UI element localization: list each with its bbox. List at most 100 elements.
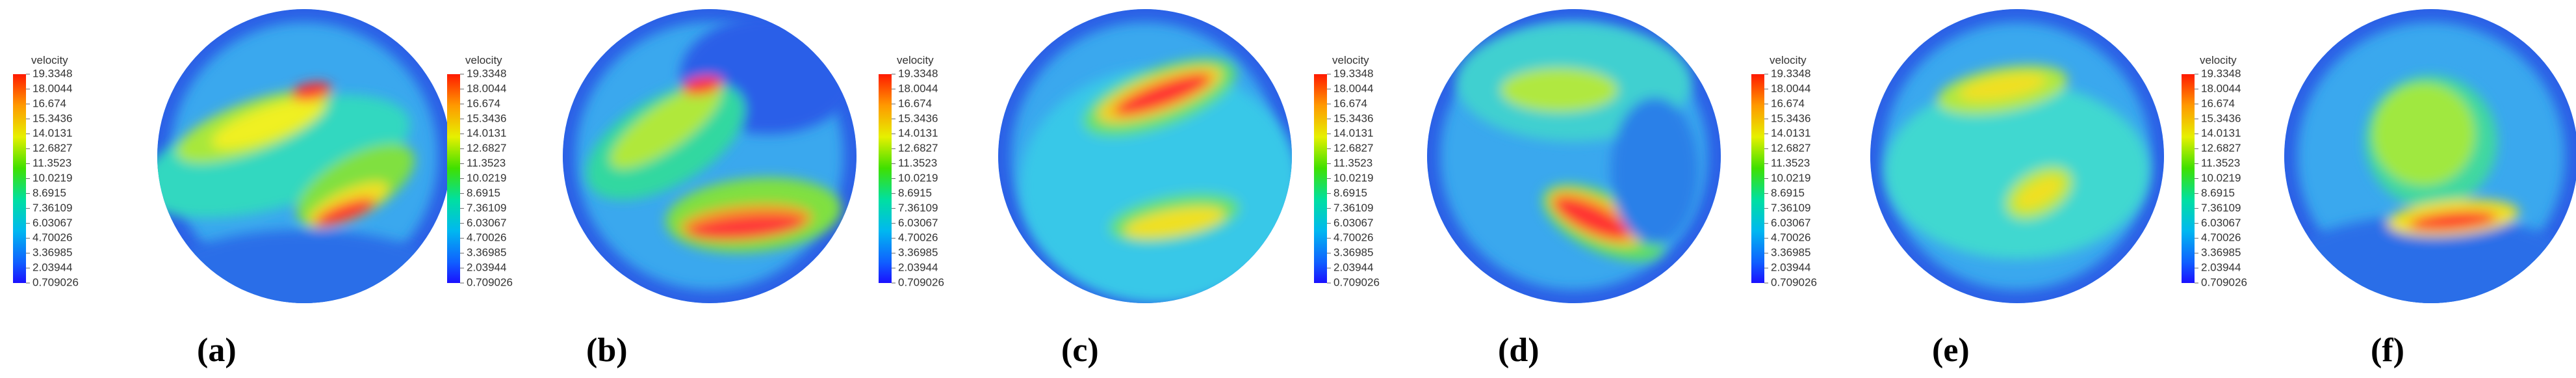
colorbar-label: 19.3348 — [1771, 67, 1810, 79]
colorbar-label: 10.0219 — [467, 172, 506, 184]
colorbar-label: 7.36109 — [467, 202, 506, 214]
colorbar-label: 16.674 — [1333, 97, 1367, 109]
colorbar-label: 11.3523 — [32, 157, 71, 169]
colorbar-label: 11.3523 — [1333, 157, 1372, 169]
colorbar-label: 12.6827 — [898, 142, 938, 154]
colorbar-label: 12.6827 — [2201, 142, 2241, 154]
colorbar-label: 15.3436 — [32, 112, 72, 124]
flow-blob — [212, 98, 323, 150]
colorbar-label: 2.03944 — [467, 262, 506, 274]
flow-blob — [1124, 206, 1226, 238]
colorbar-label: 4.70026 — [1333, 232, 1373, 244]
colorbar-label: 10.0219 — [2201, 172, 2241, 184]
colorbar-label: 3.36985 — [1771, 247, 1810, 259]
flow-blob — [682, 76, 723, 95]
colorbar-label: 18.0044 — [467, 82, 506, 94]
colorbar-label: 19.3348 — [1333, 67, 1373, 79]
flow-blob — [1959, 73, 2046, 101]
colorbar-label: 0.709026 — [1771, 276, 1817, 288]
colorbar-label: 10.0219 — [898, 172, 938, 184]
flow-blob — [157, 230, 451, 303]
colorbar-label: 14.0131 — [1333, 127, 1373, 139]
legend-title: velocity — [2200, 54, 2237, 66]
colorbar-label: 18.0044 — [2201, 82, 2241, 94]
legend-title: velocity — [1770, 54, 1807, 66]
colorbar — [447, 74, 460, 283]
colorbar-label: 4.70026 — [898, 232, 938, 244]
caption: (b) — [586, 332, 628, 369]
flow-blob — [2409, 211, 2497, 231]
colorbar-label: 18.0044 — [1771, 82, 1810, 94]
colorbar-label: 2.03944 — [1771, 262, 1810, 274]
caption: (c) — [1061, 332, 1099, 369]
colorbar-label: 11.3523 — [467, 157, 506, 169]
colorbar-label: 14.0131 — [898, 127, 938, 139]
colorbar-label: 10.0219 — [1771, 172, 1810, 184]
colorbar-label: 14.0131 — [467, 127, 506, 139]
colorbar-label: 6.03067 — [32, 217, 72, 229]
colorbar-label: 15.3436 — [1333, 112, 1373, 124]
colorbar-label: 8.6915 — [467, 187, 500, 199]
colorbar-label: 10.0219 — [32, 172, 72, 184]
colorbar-label: 8.6915 — [898, 187, 932, 199]
colorbar-label: 16.674 — [467, 97, 500, 109]
caption: (a) — [197, 332, 237, 369]
colorbar-label: 2.03944 — [32, 262, 72, 274]
flow-blob — [1114, 74, 1211, 116]
flow-blob — [1885, 83, 2150, 260]
flow-blob — [1554, 196, 1630, 239]
colorbar-label: 14.0131 — [1771, 127, 1810, 139]
flow-blob — [688, 213, 805, 240]
colorbar — [879, 74, 892, 283]
flow-blob — [315, 198, 376, 226]
colorbar-label: 8.6915 — [2201, 187, 2235, 199]
colorbar-label: 4.70026 — [1771, 232, 1810, 244]
colorbar-label: 6.03067 — [2201, 217, 2241, 229]
colorbar-label: 10.0219 — [1333, 172, 1373, 184]
colorbar-label: 4.70026 — [32, 232, 72, 244]
colorbar-label: 0.709026 — [898, 276, 944, 288]
colorbar-label: 16.674 — [898, 97, 932, 109]
caption: (f) — [2371, 332, 2404, 369]
contour — [2284, 9, 2576, 303]
flow-blobs — [1885, 65, 2150, 260]
flow-blob — [157, 94, 411, 218]
colorbar-label: 8.6915 — [32, 187, 66, 199]
colorbar-label: 8.6915 — [1771, 187, 1805, 199]
colorbar-label: 0.709026 — [2201, 276, 2247, 288]
contour — [157, 9, 451, 303]
legend-title: velocity — [897, 54, 934, 66]
colorbar — [1751, 74, 1764, 283]
legend-title: velocity — [31, 54, 68, 66]
colorbar-label: 12.6827 — [467, 142, 506, 154]
colorbar-label: 14.0131 — [2201, 127, 2241, 139]
colorbar-label: 3.36985 — [1333, 247, 1373, 259]
colorbar-label: 11.3523 — [2201, 157, 2240, 169]
colorbar-label: 19.3348 — [898, 67, 938, 79]
colorbar-label: 7.36109 — [1333, 202, 1373, 214]
contour — [998, 9, 1292, 303]
colorbar-label: 6.03067 — [1771, 217, 1810, 229]
colorbar-label: 16.674 — [1771, 97, 1805, 109]
colorbar-label: 7.36109 — [32, 202, 72, 214]
colorbar-label: 4.70026 — [467, 232, 506, 244]
colorbar-label: 2.03944 — [2201, 262, 2241, 274]
caption: (e) — [1932, 332, 1970, 369]
colorbar-label: 16.674 — [2201, 97, 2235, 109]
flow-blobs — [1020, 58, 1292, 303]
colorbar — [1314, 74, 1327, 283]
flow-blob — [610, 85, 721, 169]
colorbar-label: 12.6827 — [1771, 142, 1810, 154]
colorbar-label: 7.36109 — [2201, 202, 2241, 214]
colorbar-label: 18.0044 — [1333, 82, 1373, 94]
flow-blob — [1501, 68, 1618, 113]
colorbar — [2182, 74, 2195, 283]
flow-blobs — [1456, 23, 1699, 262]
contour — [1427, 9, 1721, 303]
